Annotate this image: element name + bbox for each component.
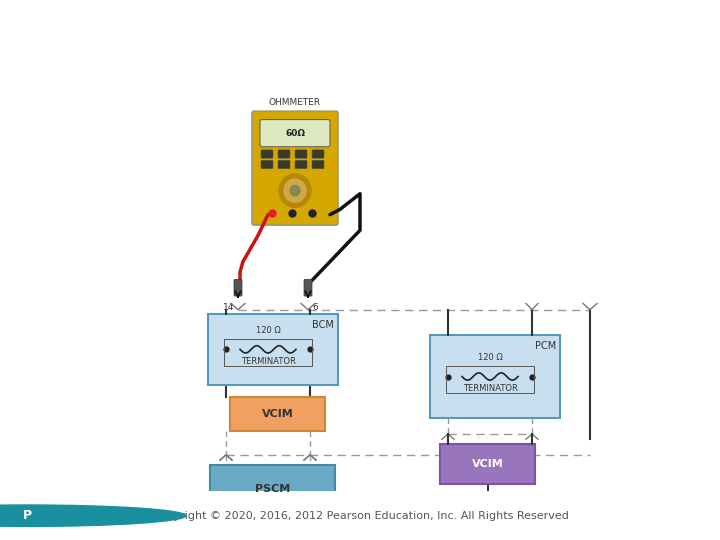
FancyBboxPatch shape <box>230 397 325 431</box>
FancyBboxPatch shape <box>430 335 560 418</box>
Text: TERMINATOR: TERMINATOR <box>462 384 518 393</box>
Circle shape <box>279 174 311 207</box>
FancyBboxPatch shape <box>278 160 290 168</box>
Text: PCM: PCM <box>535 341 556 351</box>
Text: 60Ω: 60Ω <box>285 129 305 138</box>
Circle shape <box>290 185 300 196</box>
Text: P: P <box>23 509 32 522</box>
FancyBboxPatch shape <box>304 279 312 296</box>
Text: PSCM: PSCM <box>255 484 290 494</box>
Circle shape <box>0 505 186 526</box>
FancyBboxPatch shape <box>440 444 535 484</box>
FancyBboxPatch shape <box>208 314 338 385</box>
Text: 6: 6 <box>312 303 318 313</box>
FancyBboxPatch shape <box>261 150 273 158</box>
FancyBboxPatch shape <box>295 150 307 158</box>
Text: Pearson: Pearson <box>56 509 106 522</box>
Text: VCIM: VCIM <box>472 459 503 469</box>
FancyBboxPatch shape <box>210 465 335 512</box>
FancyBboxPatch shape <box>312 160 324 168</box>
Text: BCM: BCM <box>312 320 334 330</box>
Text: Copyright © 2020, 2016, 2012 Pearson Education, Inc. All Rights Reserved: Copyright © 2020, 2016, 2012 Pearson Edu… <box>152 511 568 521</box>
FancyBboxPatch shape <box>278 150 290 158</box>
Text: 120 Ω: 120 Ω <box>256 326 280 335</box>
Text: Figure 49.27 Checking the terminating resistors using
an ohmmeter at the DLC: Figure 49.27 Checking the terminating re… <box>16 23 590 68</box>
Text: VCIM: VCIM <box>261 409 293 419</box>
Text: 14: 14 <box>222 303 234 313</box>
Text: 120 Ω: 120 Ω <box>477 353 503 362</box>
Text: TERMINATOR: TERMINATOR <box>240 357 295 366</box>
FancyBboxPatch shape <box>312 150 324 158</box>
FancyBboxPatch shape <box>261 160 273 168</box>
FancyBboxPatch shape <box>234 279 242 296</box>
FancyBboxPatch shape <box>252 111 338 225</box>
Circle shape <box>284 179 306 202</box>
FancyBboxPatch shape <box>260 119 330 147</box>
FancyBboxPatch shape <box>295 160 307 168</box>
Text: OHMMETER: OHMMETER <box>269 98 321 107</box>
